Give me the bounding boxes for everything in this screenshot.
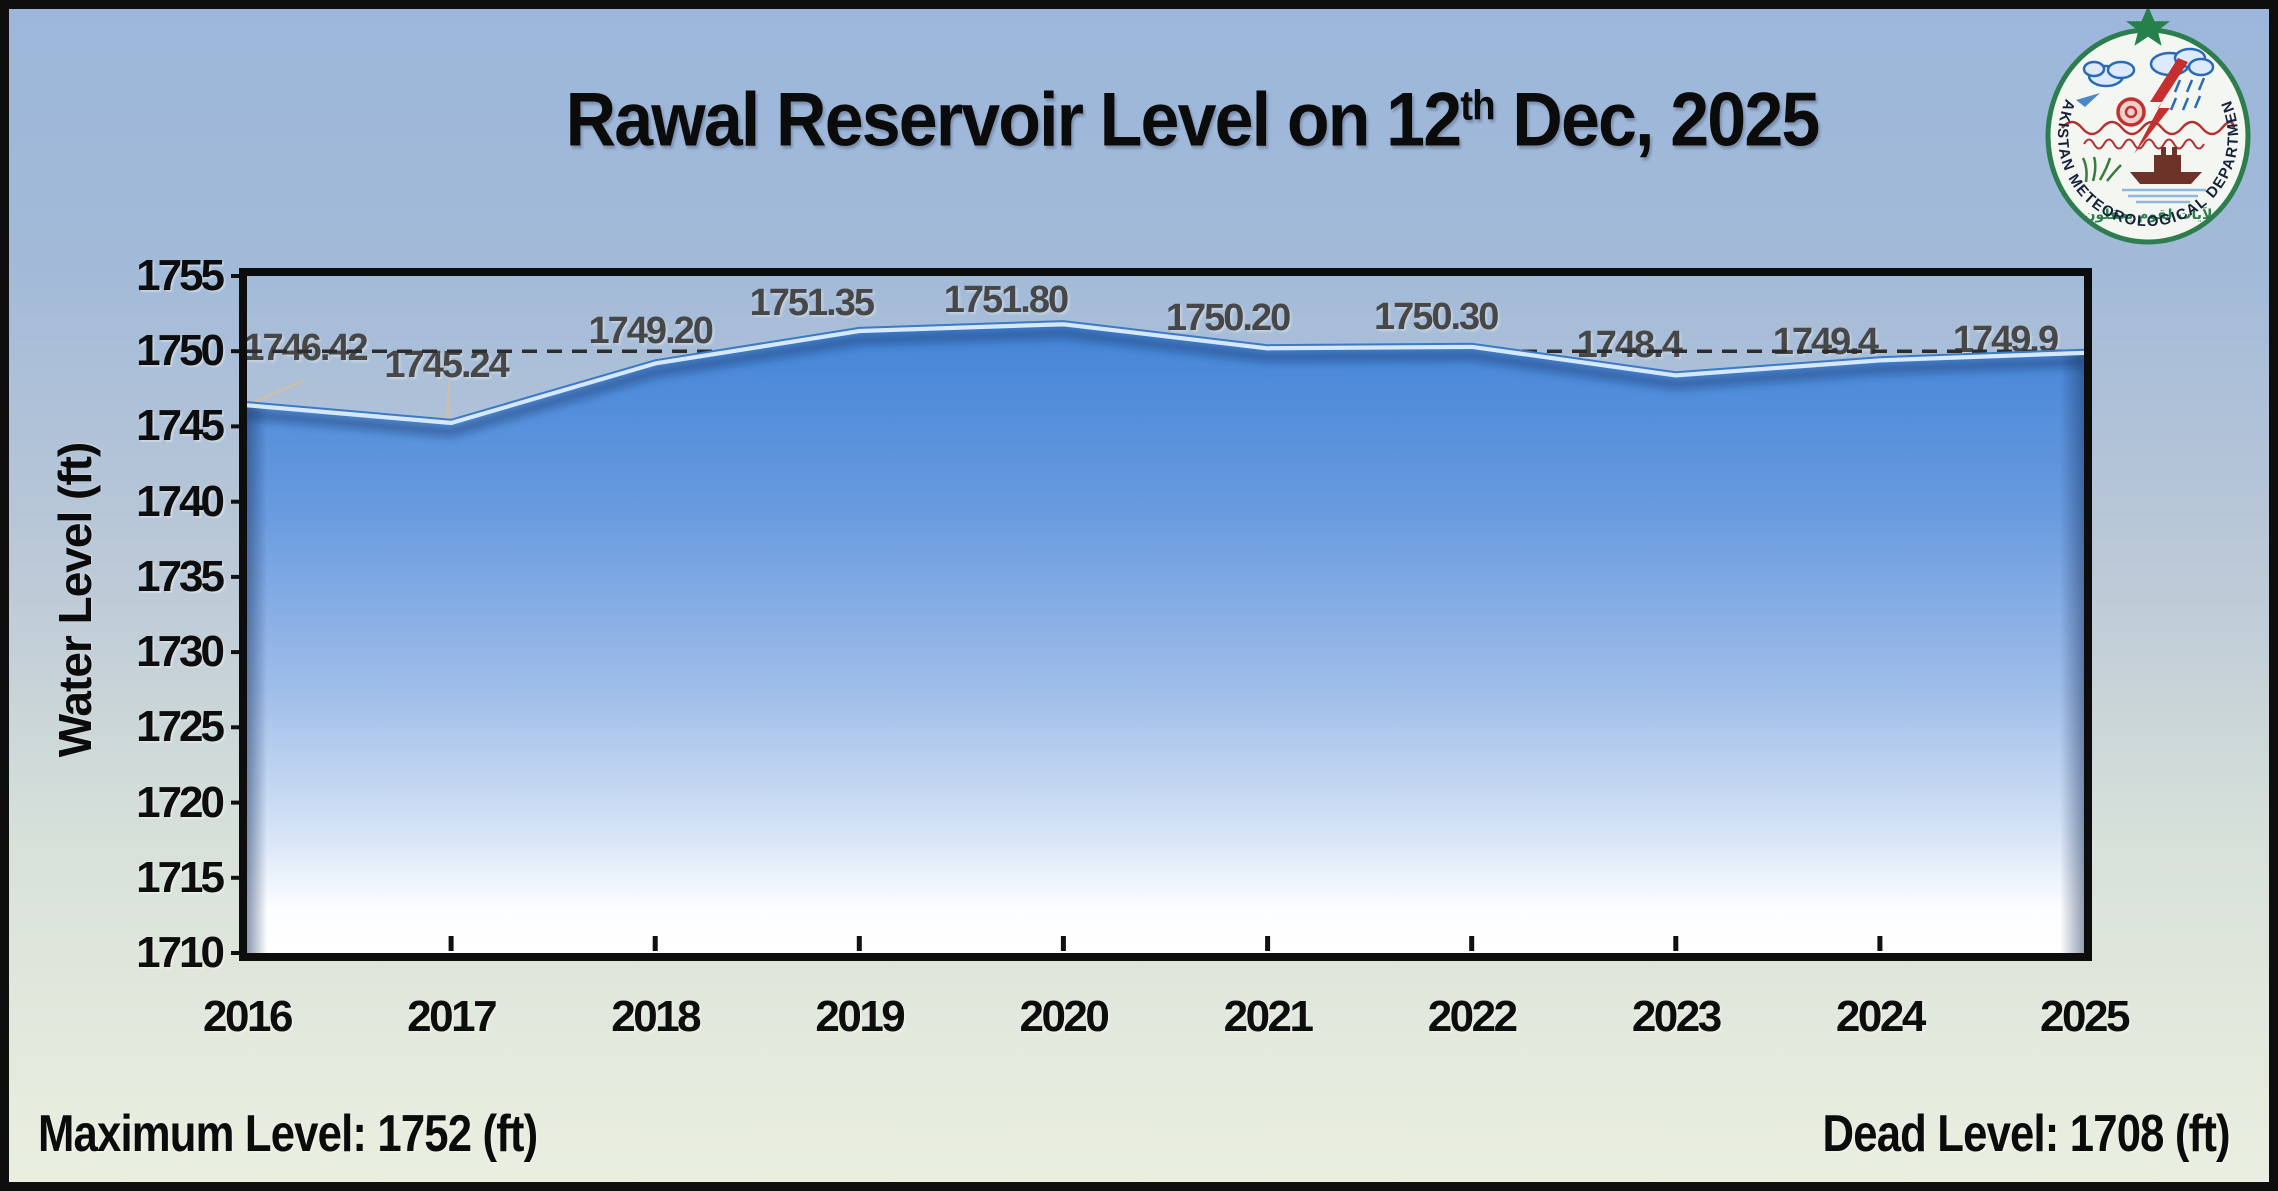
y-tick-label: 1740 — [136, 476, 225, 526]
data-label: 1751.80 — [943, 279, 1069, 322]
pmd-logo: لآيات لقوم يعقلون PAKISTAN METEOROLOGICA… — [2028, 6, 2251, 245]
data-label: 1750.20 — [1165, 297, 1291, 340]
area-series — [247, 324, 2084, 954]
x-tick-label: 2020 — [1019, 992, 1109, 1041]
footer-maximum-level: Maximum Level: 1752 (ft) — [38, 1105, 538, 1163]
leader-line — [251, 379, 304, 405]
chart-title-text: Rawal Reservoir Level on 12 — [565, 77, 1463, 163]
x-tick-label: 2018 — [611, 992, 701, 1041]
y-tick-label: 1710 — [136, 928, 225, 977]
data-label: 1748.4 — [1576, 324, 1683, 367]
y-tick-label: 1725 — [136, 702, 225, 752]
x-tick-label: 2019 — [815, 992, 905, 1041]
area-right-bevel — [2060, 350, 2084, 953]
logo-grass-icon — [2081, 156, 2122, 183]
logo-star-icon — [2126, 6, 2170, 46]
x-tick-label: 2017 — [407, 992, 497, 1041]
y-tick-label: 1745 — [136, 401, 225, 451]
y-tick-label: 1730 — [136, 627, 225, 677]
data-label: 1751.35 — [749, 281, 875, 324]
logo-ship-icon — [2130, 147, 2202, 184]
plot-frame — [239, 268, 2092, 961]
logo-wave-line — [2061, 120, 2236, 136]
logo-cloud-icon-left — [2082, 60, 2136, 88]
x-tick-label: 2025 — [2040, 992, 2130, 1041]
chart-title-superscript: th — [1460, 81, 1495, 129]
y-tick-label: 1755 — [136, 251, 225, 300]
data-label: 1746.42 — [243, 327, 368, 370]
data-label: 1749.4 — [1772, 321, 1879, 364]
logo-plane-icon — [2076, 93, 2100, 107]
y-tick-label: 1715 — [136, 852, 225, 902]
area-highlight — [246, 321, 2085, 426]
footer-dead-level: Dead Level: 1708 (ft) — [1822, 1105, 2231, 1163]
x-tick-label: 2024 — [1835, 992, 1926, 1041]
x-tick-label: 2021 — [1223, 992, 1314, 1041]
x-tick-label: 2023 — [1631, 992, 1722, 1041]
data-label: 1749.20 — [588, 310, 714, 353]
data-label: 1750.30 — [1373, 295, 1499, 338]
area-left-bevel — [247, 403, 267, 954]
logo-cyclone-icon — [2116, 97, 2146, 127]
chart-title: Rawal Reservoir Level on 12th Dec, 2025 — [565, 77, 1821, 164]
area-inner-shadow — [247, 327, 2084, 438]
y-tick-label: 1720 — [136, 777, 225, 827]
logo-lightning-icon — [2134, 58, 2188, 154]
x-tick-label: 2022 — [1427, 992, 1518, 1041]
x-tick-label: 2016 — [203, 992, 293, 1041]
logo-squiggle-line — [2083, 138, 2205, 150]
logo-motto-text: لآيات لقوم يعقلون — [2084, 206, 2213, 223]
logo-water-icon — [2122, 188, 2206, 204]
chart-title-date: Dec, 2025 — [1494, 77, 1820, 163]
y-tick-label: 1735 — [136, 551, 225, 601]
area-edge-line — [246, 320, 2085, 421]
y-tick-label: 1750 — [136, 326, 225, 376]
